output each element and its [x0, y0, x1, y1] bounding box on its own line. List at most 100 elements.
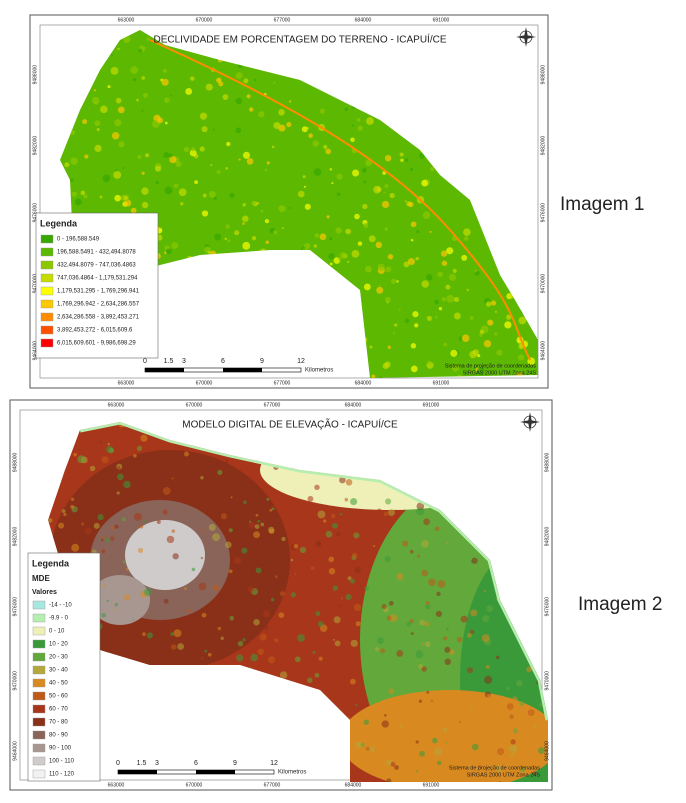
raster-cell [313, 651, 316, 654]
raster-cell [357, 126, 363, 132]
raster-cell [528, 709, 535, 716]
raster-cell [421, 643, 423, 645]
raster-cell [164, 187, 172, 195]
raster-cell [248, 586, 254, 592]
raster-cell [266, 241, 270, 245]
raster-cell [350, 498, 357, 505]
raster-cell [141, 76, 145, 80]
raster-cell [254, 615, 258, 619]
raster-cell [358, 241, 363, 246]
raster-cell [256, 514, 259, 517]
projection-note: Sistema de projeção de coordenadas [449, 765, 540, 771]
x-coordinate-label: 663000 [108, 782, 125, 788]
x-coordinate-label: 691000 [433, 17, 450, 23]
raster-cell [201, 557, 203, 559]
scale-label: 6 [194, 760, 198, 767]
raster-cell [123, 481, 130, 488]
raster-cell [111, 67, 119, 75]
raster-cell [273, 122, 280, 129]
raster-cell [275, 575, 278, 578]
x-coordinate-label: 677000 [264, 402, 281, 408]
raster-cell [411, 366, 418, 373]
raster-cell [326, 215, 329, 218]
legend-label: 70 - 80 [49, 720, 68, 726]
raster-cell [114, 195, 121, 202]
legend-swatch [33, 757, 45, 765]
projection-note: SIRGAS 2000 UTM Zona 24S [467, 772, 541, 778]
raster-cell [261, 210, 264, 213]
legend-title: Legenda [32, 558, 70, 568]
raster-cell [340, 513, 343, 516]
legend-swatch [41, 300, 53, 308]
raster-cell [257, 520, 260, 523]
raster-cell [464, 236, 469, 241]
raster-cell [257, 649, 263, 655]
raster-cell [467, 633, 472, 638]
raster-cell [132, 619, 134, 621]
raster-cell [320, 233, 327, 240]
raster-cell [357, 118, 361, 122]
raster-cell [271, 598, 274, 601]
raster-cell [169, 154, 173, 158]
raster-cell [194, 180, 198, 184]
raster-cell [247, 94, 251, 98]
raster-cell [177, 643, 184, 650]
raster-cell [484, 340, 491, 347]
raster-cell [229, 616, 234, 621]
legend-swatch [33, 705, 45, 713]
raster-cell [97, 128, 100, 131]
y-coordinate-label: 9470000 [12, 671, 18, 691]
raster-cell [272, 146, 275, 149]
raster-cell [81, 522, 84, 525]
legend-label: 3,892,453.272 - 6,015,609.6 [57, 328, 133, 334]
raster-cell [444, 647, 450, 653]
raster-cell [265, 169, 268, 172]
y-coordinate-label: 9476000 [12, 597, 18, 617]
raster-cell [155, 166, 161, 172]
raster-cell [450, 350, 457, 357]
raster-cell [320, 109, 325, 114]
raster-cell [445, 742, 447, 744]
raster-cell [133, 78, 136, 81]
legend-label: 0 - 196,588.549 [57, 237, 100, 243]
raster-cell [352, 250, 360, 258]
raster-cell [439, 307, 442, 310]
y-coordinate-label: 9488000 [12, 452, 18, 472]
raster-cell [114, 525, 118, 529]
raster-cell [278, 205, 285, 212]
raster-cell [117, 466, 121, 470]
x-coordinate-label: 691000 [423, 402, 440, 408]
raster-cell [445, 285, 450, 290]
legend-label: 110 - 120 [49, 772, 75, 778]
raster-cell [237, 463, 242, 468]
raster-cell [221, 513, 227, 519]
raster-cell [425, 622, 430, 627]
raster-cell [82, 119, 87, 124]
raster-cell [350, 579, 355, 584]
raster-cell [249, 107, 253, 111]
raster-cell [122, 517, 126, 521]
raster-cell [106, 538, 110, 542]
raster-cell [268, 656, 275, 663]
raster-cell [326, 531, 333, 538]
raster-cell [167, 536, 174, 543]
raster-cell [313, 244, 316, 247]
raster-cell [191, 147, 195, 151]
raster-cell [340, 252, 347, 259]
raster-cell [294, 544, 298, 548]
raster-cell [221, 637, 224, 640]
raster-cell [494, 332, 497, 335]
raster-cell [388, 254, 393, 259]
image-caption: Imagem 1 [560, 194, 644, 215]
raster-cell [346, 594, 352, 600]
raster-cell [71, 544, 79, 552]
raster-cell [314, 485, 319, 490]
raster-cell [234, 230, 239, 235]
raster-cell [434, 776, 438, 780]
raster-cell [365, 586, 369, 590]
raster-cell [238, 641, 244, 647]
raster-cell [163, 510, 168, 515]
raster-cell [385, 227, 388, 230]
y-coordinate-label: 9464000 [544, 741, 550, 761]
raster-cell [180, 202, 183, 205]
